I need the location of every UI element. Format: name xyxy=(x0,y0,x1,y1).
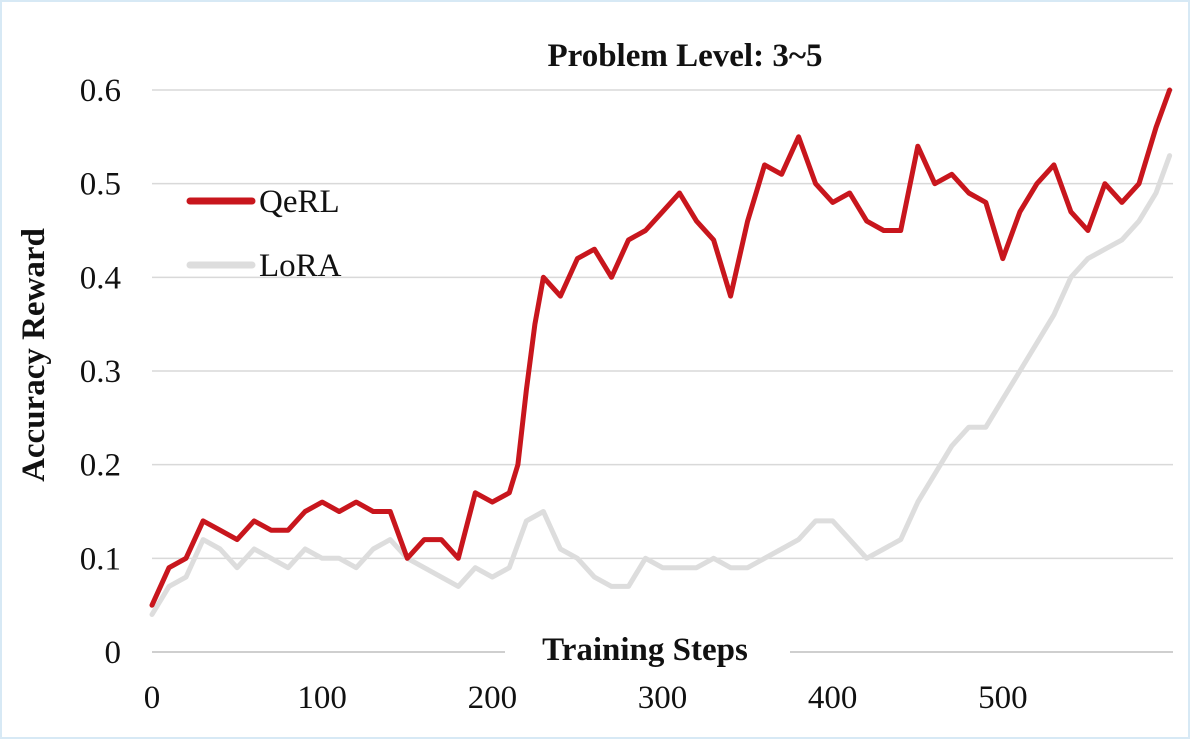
y-tick-labels: 0 0.1 0.2 0.3 0.4 0.5 0.6 xyxy=(80,73,121,671)
y-tick-label: 0.1 xyxy=(80,541,121,577)
x-tick-labels: 0 100 200 300 400 500 xyxy=(144,680,1028,716)
x-tick-label: 0 xyxy=(144,680,161,716)
x-tick-label: 100 xyxy=(297,680,347,716)
x-axis-title: Training Steps xyxy=(542,632,748,668)
y-axis-title: Accuracy Reward xyxy=(16,228,52,482)
series-line-lora xyxy=(149,153,1173,617)
y-tick-label: 0.3 xyxy=(80,354,121,390)
y-tick-label: 0.5 xyxy=(80,167,121,203)
y-tick-label: 0.6 xyxy=(80,73,121,109)
legend: QeRL LoRA xyxy=(186,184,342,284)
x-tick-label: 500 xyxy=(978,680,1028,716)
y-tick-label: 0.2 xyxy=(80,448,121,484)
y-tick-label: 0.4 xyxy=(80,260,121,296)
legend-label-lora: LoRA xyxy=(259,248,342,284)
x-axis-title-backdrop xyxy=(505,624,790,672)
series-line-qerl xyxy=(149,87,1173,608)
x-tick-label: 400 xyxy=(808,680,858,716)
x-tick-label: 200 xyxy=(468,680,518,716)
x-tick-label: 300 xyxy=(638,680,688,716)
chart-title: Problem Level: 3~5 xyxy=(548,38,823,74)
y-tick-label: 0 xyxy=(105,635,122,671)
series-lines xyxy=(149,87,1173,617)
legend-label-qerl: QeRL xyxy=(259,184,340,220)
